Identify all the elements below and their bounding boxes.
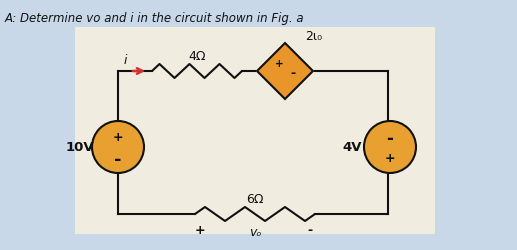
Circle shape (364, 122, 416, 173)
Text: vₒ: vₒ (249, 226, 261, 238)
Text: A: Determine vo and i in the circuit shown in Fig. a: A: Determine vo and i in the circuit sho… (5, 12, 305, 25)
Text: +: + (275, 59, 283, 69)
Text: 2ι₀: 2ι₀ (305, 30, 322, 43)
Circle shape (92, 122, 144, 173)
Text: i: i (123, 53, 127, 66)
Text: +: + (195, 224, 205, 236)
FancyBboxPatch shape (75, 28, 435, 234)
Text: -: - (114, 150, 121, 168)
Text: 6Ω: 6Ω (246, 193, 264, 206)
Text: -: - (291, 67, 296, 80)
Text: 10V: 10V (66, 141, 94, 154)
Text: -: - (308, 224, 313, 236)
Text: 4Ω: 4Ω (188, 50, 206, 63)
Polygon shape (257, 44, 313, 100)
Text: -: - (387, 130, 393, 148)
Text: +: + (113, 131, 124, 144)
Text: +: + (385, 152, 396, 165)
Text: 4V: 4V (342, 141, 362, 154)
